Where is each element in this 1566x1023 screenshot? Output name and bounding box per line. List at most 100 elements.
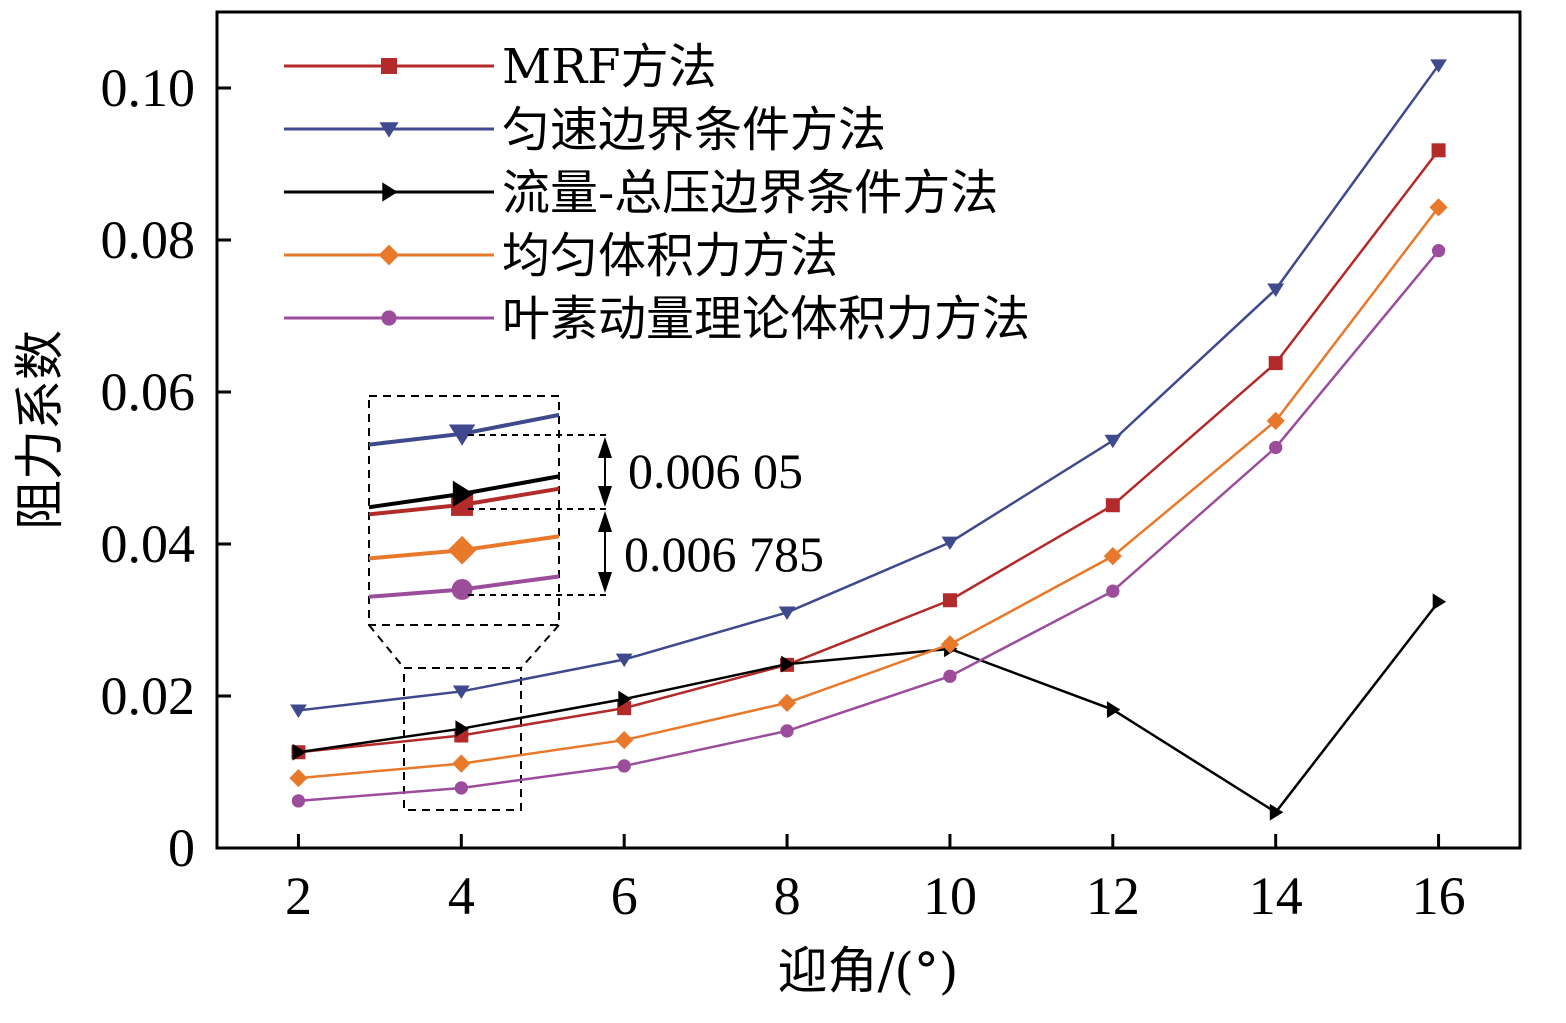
inset-series-2: [369, 474, 559, 510]
x-tick-label: 14: [1249, 866, 1303, 926]
series-line: [298, 249, 1440, 803]
y-tick-label: 0: [168, 818, 195, 878]
series-4: [291, 243, 1446, 808]
series-1: [290, 59, 1447, 718]
legend-label: 匀速边界条件方法: [502, 102, 886, 158]
data-point: [1429, 198, 1448, 217]
legend-swatch-marker: [381, 58, 397, 74]
data-point: [289, 768, 308, 788]
legend-swatch-marker: [382, 182, 398, 202]
data-point: [615, 730, 634, 750]
series-line: [298, 600, 1440, 814]
x-tick-label: 8: [774, 866, 801, 926]
plot-frame: [215, 10, 1522, 850]
data-point: [1432, 593, 1447, 611]
zoom-indicator: [368, 395, 560, 811]
legend-swatch-marker: [379, 122, 399, 138]
data-point: [942, 593, 957, 608]
series-line: [298, 64, 1440, 712]
inset-data-point: [451, 579, 473, 600]
data-point: [292, 743, 306, 761]
arrowhead-upper-bottom: [598, 486, 612, 507]
series-3: [289, 198, 1448, 788]
x-axis-title: 迎角/(°): [778, 942, 959, 1000]
zoom-inset: [369, 412, 559, 600]
inset-data-point: [452, 480, 474, 508]
data-point: [1267, 283, 1285, 297]
inset-series-0: [369, 486, 559, 517]
data-point: [1106, 584, 1120, 598]
legend-item-4: 叶素动量理论体积力方法: [284, 291, 1030, 347]
data-point: [1106, 701, 1121, 719]
y-tick-label: 0.02: [101, 666, 196, 726]
legend-label: 流量-总压边界条件方法: [502, 165, 998, 221]
data-point: [778, 606, 796, 620]
data-point: [780, 724, 794, 738]
series-line: [298, 206, 1440, 780]
data-point: [1269, 440, 1283, 455]
x-tick-label: 6: [611, 866, 638, 926]
inset-series-line: [369, 574, 559, 599]
inset-series-line: [369, 474, 559, 510]
data-point: [618, 690, 632, 708]
legend-item-3: 均匀体积力方法: [284, 228, 838, 284]
x-tick-label: 2: [285, 866, 312, 926]
y-tick-label: 0.08: [101, 210, 196, 270]
inset-series-line: [369, 412, 559, 447]
difference-annotations: [468, 434, 612, 596]
x-tick-label: 12: [1086, 866, 1140, 926]
annotation-lower: 0.006 785: [624, 526, 824, 582]
data-point: [940, 635, 960, 654]
data-point: [1431, 243, 1446, 258]
y-axis-title: 阻力系数: [11, 330, 69, 530]
legend-swatch-marker: [378, 244, 400, 266]
inset-series-line: [369, 534, 559, 561]
series-line: [298, 149, 1440, 754]
data-point: [452, 754, 471, 773]
zoom-connector-right: [520, 624, 560, 669]
inset-series-4: [369, 574, 559, 600]
arrowhead-lower-bottom: [598, 572, 612, 593]
zoom-connector-left: [368, 624, 405, 669]
legend-item-1: 匀速边界条件方法: [284, 102, 886, 158]
arrowhead-lower-top: [598, 511, 612, 532]
inset-series-1: [369, 412, 559, 447]
data-point: [617, 759, 631, 773]
data-point: [1104, 434, 1122, 449]
legend-item-2: 流量-总压边界条件方法: [284, 165, 998, 221]
y-tick-label: 0.10: [101, 58, 196, 118]
data-point: [941, 536, 959, 551]
inset-series-line: [369, 486, 559, 517]
legend-swatch-marker: [381, 310, 397, 326]
x-tick-label: 4: [448, 866, 475, 926]
legend-label: 均匀体积力方法: [502, 228, 838, 284]
data-point: [1431, 143, 1446, 158]
annotation-upper: 0.006 05: [628, 443, 803, 499]
inset-data-point: [447, 535, 477, 565]
data-point: [1269, 803, 1284, 821]
zoom-source-box: [403, 667, 522, 811]
data-point: [1268, 356, 1283, 371]
data-point: [1105, 498, 1120, 513]
y-tick-label: 0.04: [101, 514, 196, 574]
x-tick-label: 10: [923, 866, 977, 926]
legend: MRF方法匀速边界条件方法流量-总压边界条件方法均匀体积力方法叶素动量理论体积力…: [284, 39, 1030, 347]
x-tick-label: 16: [1412, 866, 1466, 926]
data-point: [1430, 59, 1447, 73]
data-point: [454, 781, 468, 795]
y-tick-label: 0.06: [101, 362, 196, 422]
arrowhead-upper-top: [598, 437, 612, 458]
axis-ticks: [217, 86, 1441, 850]
data-point: [781, 655, 795, 673]
legend-label: MRF方法: [502, 39, 717, 95]
data-point: [290, 704, 307, 718]
legend-label: 叶素动量理论体积力方法: [502, 291, 1030, 347]
data-point: [615, 653, 633, 668]
inset-series-3: [369, 534, 559, 565]
data-point: [455, 720, 469, 738]
data-point: [291, 794, 306, 808]
series-layer: [289, 59, 1448, 821]
data-point: [1103, 547, 1122, 566]
data-point: [452, 685, 470, 699]
